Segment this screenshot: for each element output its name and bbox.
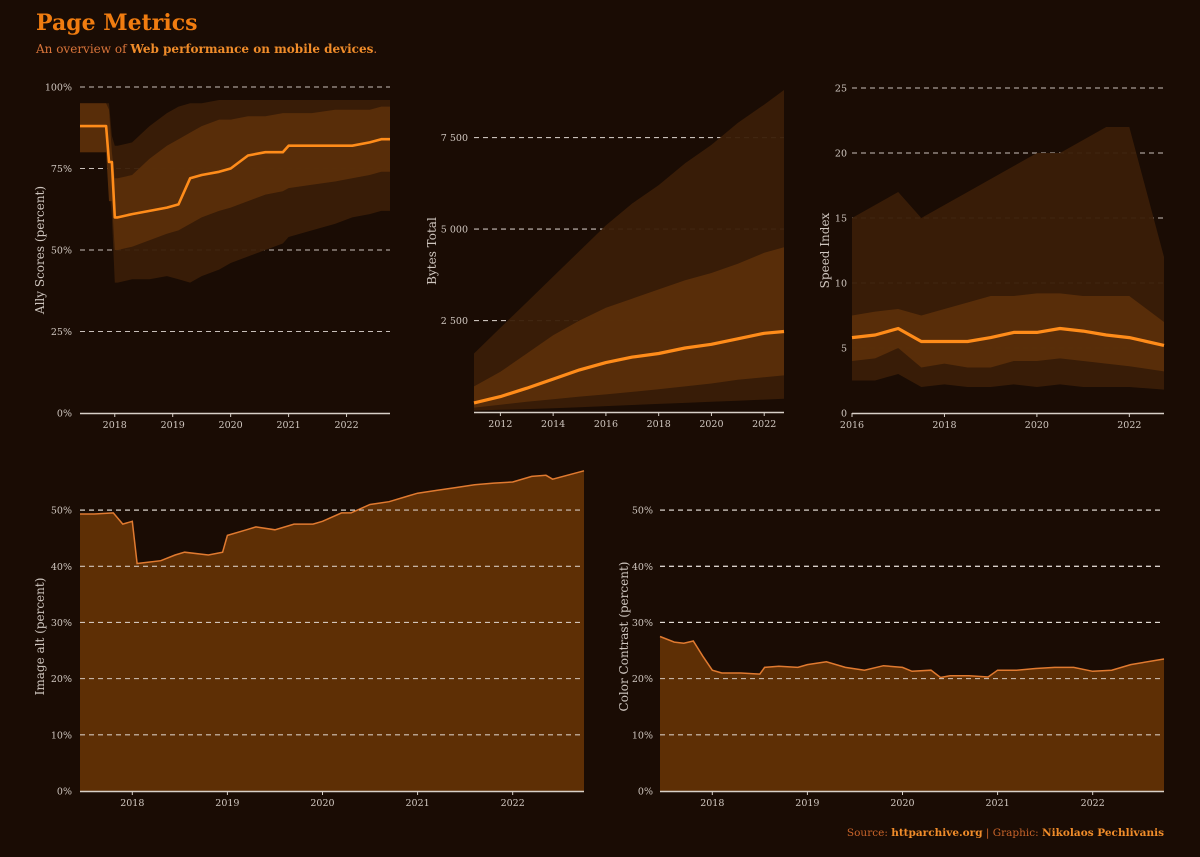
subtitle-highlight: Web performance on mobile devices <box>130 42 374 56</box>
a11y-ytick-label: 50% <box>51 246 72 257</box>
color_contrast-ytick-label: 50% <box>632 506 653 517</box>
source-link[interactable]: httparchive.org <box>891 827 983 839</box>
image_alt-xtick-label: 2018 <box>120 798 144 809</box>
bytes-xtick-label: 2022 <box>752 419 776 430</box>
bytes-xtick-label: 2018 <box>647 419 671 430</box>
color_contrast-ytick-label: 20% <box>632 674 653 685</box>
image_alt-area-line <box>80 470 585 565</box>
color_contrast-xtick-label: 2020 <box>890 798 914 809</box>
page-subtitle: An overview of Web performance on mobile… <box>36 42 377 56</box>
color_contrast-xtick-label: 2019 <box>795 798 819 809</box>
a11y-median-line <box>80 124 390 219</box>
source-label: Source: <box>846 827 892 839</box>
color_contrast-y-axis-label: Color Contrast (percent) <box>617 562 631 712</box>
color_contrast-area <box>660 636 1164 791</box>
subtitle-prefix: An overview of <box>36 42 131 56</box>
page-title: Page Metrics <box>36 10 198 36</box>
image_alt-ytick-label: 0% <box>57 787 72 798</box>
speed-xtick-label: 2022 <box>1117 420 1141 431</box>
bytes-ytick-label: 2 500 <box>441 316 468 327</box>
credit-separator: | <box>982 827 993 839</box>
a11y-xtick-label: 2022 <box>334 420 358 431</box>
image_alt-xtick-label: 2019 <box>215 798 239 809</box>
a11y-xtick-label: 2018 <box>103 420 127 431</box>
speed-ytick-label: 0 <box>841 409 847 420</box>
speed-y-axis-label: Speed Index <box>818 212 832 288</box>
image_alt-xtick-label: 2022 <box>501 798 525 809</box>
a11y-y-axis-label: Ally Scores (percent) <box>33 186 47 315</box>
bytes-ytick-label: 7 500 <box>441 133 468 144</box>
bytes-xtick-label: 2016 <box>594 419 618 430</box>
chart-image-alt: 0% 10% 20% 30% 40% 50% 2018 2019 2020 2021 2022 Ima… <box>33 470 585 809</box>
graphic-author: Nikolaos Pechlivanis <box>1042 827 1164 839</box>
color_contrast-area-line <box>659 635 1165 679</box>
color_contrast-ytick-label: 30% <box>632 618 653 629</box>
color_contrast-ytick-label: 40% <box>632 562 653 573</box>
chart-a11y-scores: 0% 25% 50% 75% 100% 2018 2019 2020 2021 2022 Ally … <box>33 83 390 431</box>
a11y-xtick-label: 2019 <box>161 420 185 431</box>
image_alt-xtick-label: 2020 <box>310 798 334 809</box>
chart-speed-index: 0 5 10 15 20 25 2016 2018 2020 2022 Speed Index <box>818 84 1165 431</box>
bytes-ytick-label: 5 000 <box>441 225 468 236</box>
speed-ytick-label: 20 <box>835 149 847 160</box>
source-credit: Source: httparchive.org | Graphic: Nikol… <box>847 827 1164 839</box>
speed-ytick-label: 5 <box>841 344 847 355</box>
bytes-median-line <box>473 329 785 405</box>
subtitle-suffix: . <box>373 42 378 56</box>
image_alt-ytick-label: 50% <box>51 506 72 517</box>
a11y-ytick-label: 0% <box>57 409 72 420</box>
speed-ytick-label: 25 <box>835 84 847 95</box>
color_contrast-xtick-label: 2022 <box>1081 798 1105 809</box>
image_alt-ytick-label: 20% <box>51 674 72 685</box>
a11y-xtick-label: 2021 <box>277 420 301 431</box>
bytes-xtick-label: 2012 <box>488 419 512 430</box>
image_alt-ytick-label: 10% <box>51 730 72 741</box>
bytes-xtick-label: 2014 <box>541 419 565 430</box>
speed-ytick-label: 15 <box>835 214 847 225</box>
chart-bytes-total: 2 500 5 000 7 500 2012 2014 2016 2018 2020 2022 B… <box>425 90 785 430</box>
speed-xtick-label: 2020 <box>1025 420 1049 431</box>
speed-ytick-label: 10 <box>835 279 847 290</box>
a11y-ytick-label: 100% <box>45 83 72 94</box>
a11y-xtick-label: 2020 <box>219 420 243 431</box>
image_alt-y-axis-label: Image alt (percent) <box>33 578 47 696</box>
speed-median-line <box>851 326 1165 347</box>
image_alt-xtick-label: 2021 <box>405 798 429 809</box>
color_contrast-xtick-label: 2018 <box>700 798 724 809</box>
a11y-ytick-label: 25% <box>51 327 72 338</box>
color_contrast-ytick-label: 10% <box>632 730 653 741</box>
image_alt-ytick-label: 30% <box>51 618 72 629</box>
color_contrast-xtick-label: 2021 <box>985 798 1009 809</box>
image_alt-area <box>80 470 584 791</box>
color_contrast-ytick-label: 0% <box>638 787 653 798</box>
bytes-y-axis-label: Bytes Total <box>425 217 439 285</box>
a11y-band-p25-p75 <box>80 103 390 250</box>
a11y-ytick-label: 75% <box>51 164 72 175</box>
speed-xtick-label: 2016 <box>840 420 864 431</box>
chart-color-contrast: 0% 10% 20% 30% 40% 50% 2018 2019 2020 2021 2022 Col… <box>617 506 1165 809</box>
image_alt-ytick-label: 40% <box>51 562 72 573</box>
graphic-label: Graphic: <box>992 827 1043 839</box>
bytes-band-p25-p75 <box>474 247 784 408</box>
bytes-xtick-label: 2020 <box>699 419 723 430</box>
speed-xtick-label: 2018 <box>932 420 956 431</box>
